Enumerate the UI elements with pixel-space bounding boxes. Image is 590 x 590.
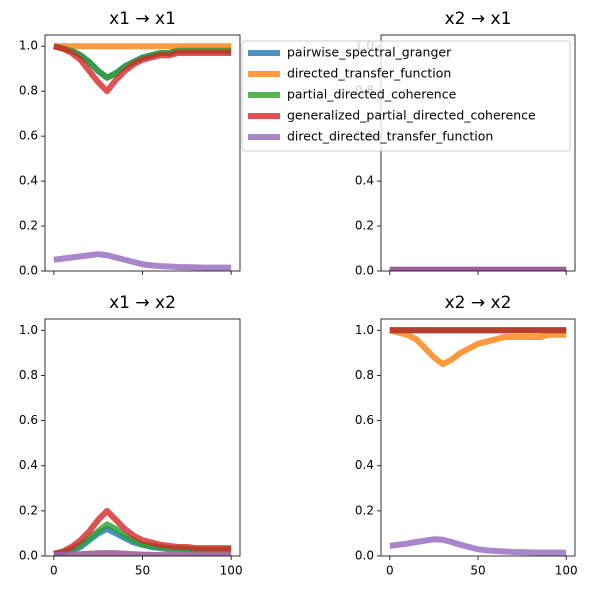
y-tick-label: 0.2: [355, 219, 374, 233]
x-tick-label: 0: [50, 564, 58, 578]
series-line: [53, 43, 232, 95]
plot-area: [53, 43, 232, 271]
subplot-title: x1 → x1: [109, 9, 176, 29]
y-tick-label: 0.8: [19, 84, 38, 98]
subplot-title: x2 → x1: [445, 9, 512, 29]
subplot-title: x2 → x2: [445, 293, 512, 313]
y-tick-label: 0.6: [19, 129, 38, 143]
plot-area: [53, 507, 232, 556]
series-line: [53, 550, 232, 556]
y-tick-label: 1.0: [355, 323, 374, 337]
y-tick-label: 0.4: [19, 458, 38, 472]
y-tick-label: 0.4: [355, 174, 374, 188]
legend-label: pairwise_spectral_granger: [287, 45, 452, 60]
y-tick-label: 0.0: [19, 549, 38, 563]
x-tick-label: 0: [386, 564, 394, 578]
y-tick-label: 0.6: [355, 413, 374, 427]
series-line: [53, 251, 232, 271]
legend-label: partial_directed_coherence: [287, 87, 457, 102]
legend-label: generalized_partial_directed_coherence: [287, 108, 536, 123]
y-tick-label: 0.2: [19, 219, 38, 233]
x-tick-label: 50: [470, 564, 485, 578]
x-tick-label: 100: [220, 564, 243, 578]
y-tick-label: 0.0: [355, 549, 374, 563]
axes-frame: [380, 34, 576, 272]
y-tick-label: 0.2: [19, 503, 38, 517]
legend: pairwise_spectral_granger directed_transf…: [241, 40, 571, 152]
y-tick-label: 0.0: [355, 264, 374, 278]
y-tick-label: 1.0: [19, 323, 38, 337]
series-line: [53, 507, 232, 556]
legend-label: direct_directed_transfer_function: [287, 129, 493, 144]
axes-frame: [44, 318, 241, 557]
y-tick-label: 0.8: [355, 368, 374, 382]
x-tick-label: 50: [135, 564, 150, 578]
x-tick-label: 100: [555, 564, 578, 578]
y-tick-label: 0.4: [355, 458, 374, 472]
plot-area: [389, 327, 567, 556]
series-line: [389, 536, 567, 556]
y-tick-label: 0.2: [355, 503, 374, 517]
y-tick-label: 1.0: [19, 39, 38, 53]
y-tick-label: 0.6: [19, 413, 38, 427]
legend-label: directed_transfer_function: [287, 66, 451, 81]
series-line: [389, 327, 567, 368]
subplot-title: x1 → x2: [109, 293, 176, 313]
axes-frame: [380, 318, 576, 557]
y-tick-label: 0.4: [19, 174, 38, 188]
y-tick-label: 0.0: [19, 264, 38, 278]
axes-frame: [44, 34, 241, 272]
y-tick-label: 0.8: [19, 368, 38, 382]
legend-box: [241, 40, 571, 152]
